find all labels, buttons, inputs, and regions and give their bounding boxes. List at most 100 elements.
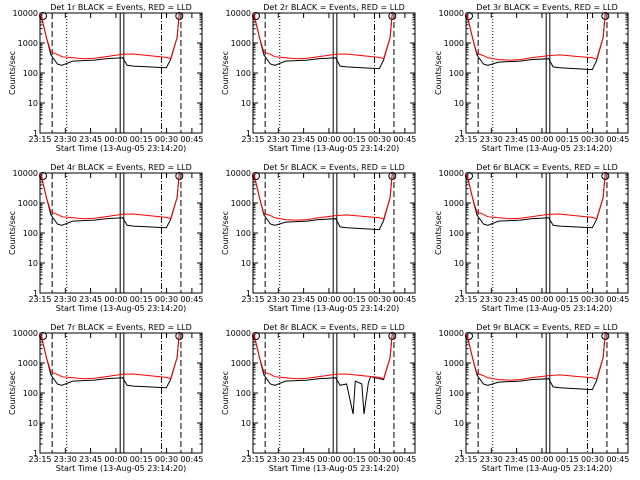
marker-circle: [465, 172, 473, 180]
y-tick-label: 10000: [226, 169, 251, 178]
y-tick-label: 10000: [226, 329, 251, 338]
x-tick-label: 23:45: [505, 135, 528, 144]
x-tick-label: 00:30: [581, 135, 604, 144]
x-tick-label: 00:15: [343, 135, 366, 144]
x-tick-label: 00:45: [180, 135, 203, 144]
y-tick-label: 1000: [444, 199, 464, 208]
y-tick-label: 10: [28, 99, 38, 108]
y-tick-label: 1: [33, 449, 38, 458]
marker-circle: [175, 12, 184, 20]
chart-title: Det 5r BLACK = Events, RED = LLD: [263, 163, 405, 172]
x-tick-label: 23:45: [79, 295, 102, 304]
chart-title: Det 3r BLACK = Events, RED = LLD: [476, 3, 618, 12]
y-tick-label: 10: [28, 259, 38, 268]
events-series-line: [465, 172, 606, 229]
chart-title: Det 9r BLACK = Events, RED = LLD: [476, 323, 618, 332]
x-tick-label: 00:30: [581, 455, 604, 464]
y-tick-label: 1000: [18, 359, 38, 368]
marker-circle: [39, 12, 47, 20]
y-tick-label: 100: [449, 229, 464, 238]
x-tick-label: 23:15: [454, 135, 477, 144]
detector-chart-1: Det 1r BLACK = Events, RED = LLD 1 10 100 10…: [8, 3, 203, 153]
lld-series-line: [252, 332, 393, 380]
detector-chart-2: Det 2r BLACK = Events, RED = LLD 1 10 100 10…: [221, 3, 416, 153]
detector-chart-9: Det 9r BLACK = Events, RED = LLD 1 10 100 10…: [434, 323, 629, 473]
y-tick-label: 1: [33, 289, 38, 298]
x-tick-label: 00:15: [130, 135, 153, 144]
x-tick-label: 23:15: [28, 295, 51, 304]
y-axis-label: Counts/sec: [8, 371, 17, 415]
x-axis-label: Start Time (13-Aug-05 23:14:20): [56, 144, 187, 153]
x-axis-label: Start Time (13-Aug-05 23:14:20): [269, 144, 400, 153]
x-tick-label: 00:45: [393, 135, 416, 144]
y-tick-label: 100: [23, 69, 38, 78]
y-tick-label: 100: [236, 229, 251, 238]
x-tick-label: 23:15: [28, 135, 51, 144]
detector-chart-7: Det 7r BLACK = Events, RED = LLD 1 10 100 10…: [8, 323, 203, 473]
x-tick-label: 23:30: [54, 135, 77, 144]
y-tick-label: 100: [23, 229, 38, 238]
x-tick-label: 00:45: [606, 455, 629, 464]
x-tick-label: 00:00: [317, 295, 340, 304]
events-series-line: [252, 12, 393, 70]
y-axis-label: Counts/sec: [434, 211, 443, 255]
x-tick-label: 23:15: [241, 135, 264, 144]
x-axis-label: Start Time (13-Aug-05 23:14:20): [482, 464, 613, 473]
x-tick-label: 23:15: [241, 295, 264, 304]
marker-circle: [388, 332, 397, 340]
y-tick-label: 1000: [18, 199, 38, 208]
x-tick-label: 00:30: [155, 455, 178, 464]
x-tick-label: 23:45: [292, 455, 315, 464]
marker-circle: [465, 12, 473, 20]
y-tick-label: 1000: [231, 39, 251, 48]
x-tick-label: 23:30: [480, 295, 503, 304]
x-tick-label: 00:45: [606, 135, 629, 144]
x-tick-label: 23:30: [267, 135, 290, 144]
x-tick-label: 23:30: [267, 295, 290, 304]
lld-series-line: [39, 12, 180, 60]
x-tick-label: 00:45: [393, 455, 416, 464]
lld-series-line: [39, 172, 180, 220]
y-tick-label: 10: [241, 99, 251, 108]
marker-circle: [601, 172, 610, 180]
y-axis-label: Counts/sec: [8, 211, 17, 255]
y-axis-label: Counts/sec: [8, 51, 17, 95]
y-tick-label: 10: [454, 419, 464, 428]
chart-title: Det 8r BLACK = Events, RED = LLD: [263, 323, 405, 332]
x-tick-label: 00:00: [104, 295, 127, 304]
events-series-line: [39, 172, 180, 229]
events-series-line: [252, 172, 393, 231]
x-tick-label: 00:45: [180, 455, 203, 464]
y-tick-label: 100: [236, 69, 251, 78]
x-tick-label: 23:45: [505, 295, 528, 304]
y-tick-label: 10: [454, 99, 464, 108]
y-tick-label: 100: [236, 389, 251, 398]
x-tick-label: 00:00: [317, 455, 340, 464]
detector-chart-5: Det 5r BLACK = Events, RED = LLD 1 10 100 10…: [221, 163, 416, 313]
x-tick-label: 00:30: [368, 455, 391, 464]
y-tick-label: 10000: [439, 9, 464, 18]
x-axis-label: Start Time (13-Aug-05 23:14:20): [482, 304, 613, 313]
y-tick-label: 10000: [13, 329, 38, 338]
x-axis-label: Start Time (13-Aug-05 23:14:20): [269, 304, 400, 313]
y-tick-label: 1000: [231, 359, 251, 368]
marker-circle: [601, 332, 610, 340]
detector-chart-3: Det 3r BLACK = Events, RED = LLD 1 10 100 10…: [434, 3, 629, 153]
x-axis-label: Start Time (13-Aug-05 23:14:20): [56, 464, 187, 473]
events-series-line: [465, 12, 606, 71]
y-tick-label: 10000: [439, 169, 464, 178]
events-series-line: [465, 332, 606, 391]
events-series-line: [252, 332, 393, 415]
y-tick-label: 1: [246, 129, 251, 138]
x-axis-label: Start Time (13-Aug-05 23:14:20): [482, 144, 613, 153]
events-series-line: [39, 332, 180, 389]
x-tick-label: 23:15: [454, 295, 477, 304]
x-tick-label: 00:00: [104, 135, 127, 144]
detector-chart-4: Det 4r BLACK = Events, RED = LLD 1 10 100 10…: [8, 163, 203, 313]
lld-series-line: [39, 332, 180, 380]
detector-chart-6: Det 6r BLACK = Events, RED = LLD 1 10 100 10…: [434, 163, 629, 313]
x-tick-label: 23:45: [292, 295, 315, 304]
y-tick-label: 100: [449, 69, 464, 78]
x-tick-label: 23:30: [54, 455, 77, 464]
